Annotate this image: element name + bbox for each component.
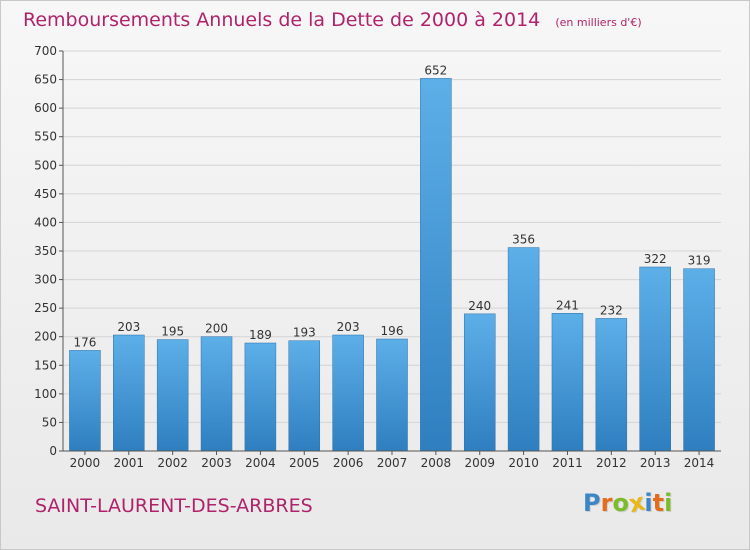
- y-tick-label: 50: [42, 415, 57, 429]
- bar: [420, 78, 452, 452]
- bar-value-label: 200: [205, 322, 228, 336]
- bar: [507, 247, 540, 452]
- y-tick-label: 450: [34, 187, 57, 201]
- logo-letter: t: [652, 489, 665, 517]
- bar-value-label: 203: [117, 320, 140, 334]
- y-tick-label: 350: [34, 244, 57, 258]
- bar: [376, 338, 408, 452]
- logo-letter: o: [612, 489, 629, 517]
- bar-value-label: 203: [337, 320, 360, 334]
- bar: [463, 313, 496, 452]
- x-tick-label: 2014: [684, 456, 715, 470]
- x-tick-label: 2008: [421, 456, 452, 470]
- y-tick-label: 150: [34, 358, 57, 372]
- bar: [551, 313, 584, 452]
- x-tick-label: 2006: [333, 456, 364, 470]
- bar-value-label: 193: [293, 326, 316, 340]
- y-tick-label: 200: [34, 330, 57, 344]
- bar-value-label: 176: [73, 335, 96, 349]
- bar-value-label: 241: [556, 298, 579, 312]
- logo-letter: i: [664, 489, 673, 517]
- bar-value-label: 196: [381, 324, 404, 338]
- y-tick-label: 700: [34, 44, 57, 58]
- x-tick-label: 2001: [114, 456, 145, 470]
- x-tick-label: 2005: [289, 456, 320, 470]
- bar: [113, 334, 145, 452]
- bar-value-label: 356: [512, 233, 535, 247]
- bar: [639, 266, 671, 452]
- place-name: SAINT-LAURENT-DES-ARBRES: [35, 495, 313, 517]
- logo-letter: P: [583, 489, 601, 517]
- bars: 176 203 195 200 189 193 203 196 652 240 356 241 232 3…: [69, 63, 715, 452]
- proxiti-logo: Proxiti: [583, 488, 673, 519]
- bar: [288, 340, 321, 452]
- bar: [332, 334, 364, 452]
- x-tick-label: 2000: [70, 456, 101, 470]
- x-tick-label: 2007: [377, 456, 408, 470]
- bar: [244, 342, 277, 452]
- bar-value-label: 189: [249, 328, 272, 342]
- bar-value-label: 232: [600, 303, 623, 317]
- x-tick-label: 2013: [640, 456, 671, 470]
- bar-value-label: 319: [688, 254, 711, 268]
- y-tick-label: 250: [34, 301, 57, 315]
- x-tick-label: 2012: [596, 456, 627, 470]
- y-tick-label: 300: [34, 273, 57, 287]
- chart-title: Remboursements Annuels de la Dette de 20…: [23, 9, 541, 31]
- bar: [683, 268, 715, 452]
- x-tick-label: 2002: [157, 456, 188, 470]
- y-tick-label: 400: [34, 215, 57, 229]
- bar: [595, 318, 628, 452]
- chart-title-block: Remboursements Annuels de la Dette de 20…: [23, 9, 642, 31]
- y-tick-label: 100: [34, 387, 57, 401]
- x-tick-label: 2009: [464, 456, 495, 470]
- bar-value-label: 195: [161, 325, 184, 339]
- y-tick-label: 600: [34, 101, 57, 115]
- y-tick-label: 0: [49, 444, 57, 458]
- axes: 0 50 100 150 200 250 300 350 400 450 500 550 600 650 7…: [34, 44, 721, 470]
- logo-letter: r: [600, 489, 613, 517]
- y-tick-label: 500: [34, 158, 57, 172]
- x-tick-label: 2004: [245, 456, 276, 470]
- y-tick-label: 650: [34, 73, 57, 87]
- y-tick-label: 550: [34, 130, 57, 144]
- x-tick-label: 2010: [508, 456, 539, 470]
- x-tick-label: 2003: [201, 456, 232, 470]
- bar: [69, 350, 101, 452]
- logo-letter: i: [644, 489, 653, 517]
- bar: [156, 339, 189, 452]
- bar-value-label: 322: [644, 252, 667, 266]
- bar: [200, 336, 233, 452]
- bar-value-label: 240: [468, 299, 491, 313]
- x-tick-label: 2011: [552, 456, 583, 470]
- bar-value-label: 652: [424, 63, 447, 77]
- chart-unit-subtitle: (en milliers d'€): [555, 16, 642, 29]
